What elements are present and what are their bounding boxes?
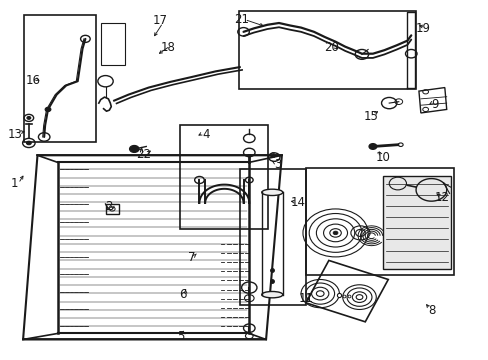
Circle shape: [26, 141, 31, 145]
Bar: [305, 168, 453, 275]
Circle shape: [368, 144, 376, 149]
Ellipse shape: [261, 189, 282, 195]
Text: 21: 21: [234, 13, 249, 26]
Circle shape: [129, 145, 139, 153]
Text: 19: 19: [414, 22, 429, 35]
Text: 9: 9: [430, 98, 438, 111]
Polygon shape: [383, 176, 449, 269]
Text: 2: 2: [105, 200, 113, 213]
Text: 5: 5: [177, 330, 184, 343]
Bar: [101, 23, 124, 65]
Text: 13: 13: [8, 128, 23, 141]
Text: 16: 16: [25, 74, 40, 87]
Text: 6: 6: [179, 288, 186, 301]
Text: 22: 22: [136, 148, 151, 161]
Text: 15: 15: [363, 110, 378, 123]
Ellipse shape: [261, 292, 282, 298]
Circle shape: [332, 231, 337, 235]
Bar: [180, 125, 268, 229]
Text: 20: 20: [324, 41, 339, 54]
Circle shape: [45, 107, 51, 112]
Text: 1: 1: [11, 177, 18, 190]
Text: 14: 14: [290, 197, 305, 210]
Text: 7: 7: [188, 251, 195, 264]
Circle shape: [27, 117, 31, 119]
Text: 17: 17: [153, 14, 168, 27]
Text: 11: 11: [298, 292, 313, 305]
Text: 3: 3: [274, 158, 281, 171]
Bar: [105, 204, 119, 214]
Bar: [24, 15, 96, 142]
Bar: [238, 11, 415, 89]
Bar: [239, 170, 305, 305]
Text: 12: 12: [433, 191, 448, 204]
Text: 18: 18: [160, 41, 175, 54]
Text: 4: 4: [202, 128, 209, 141]
Text: 8: 8: [428, 304, 435, 317]
Text: 10: 10: [375, 150, 390, 163]
